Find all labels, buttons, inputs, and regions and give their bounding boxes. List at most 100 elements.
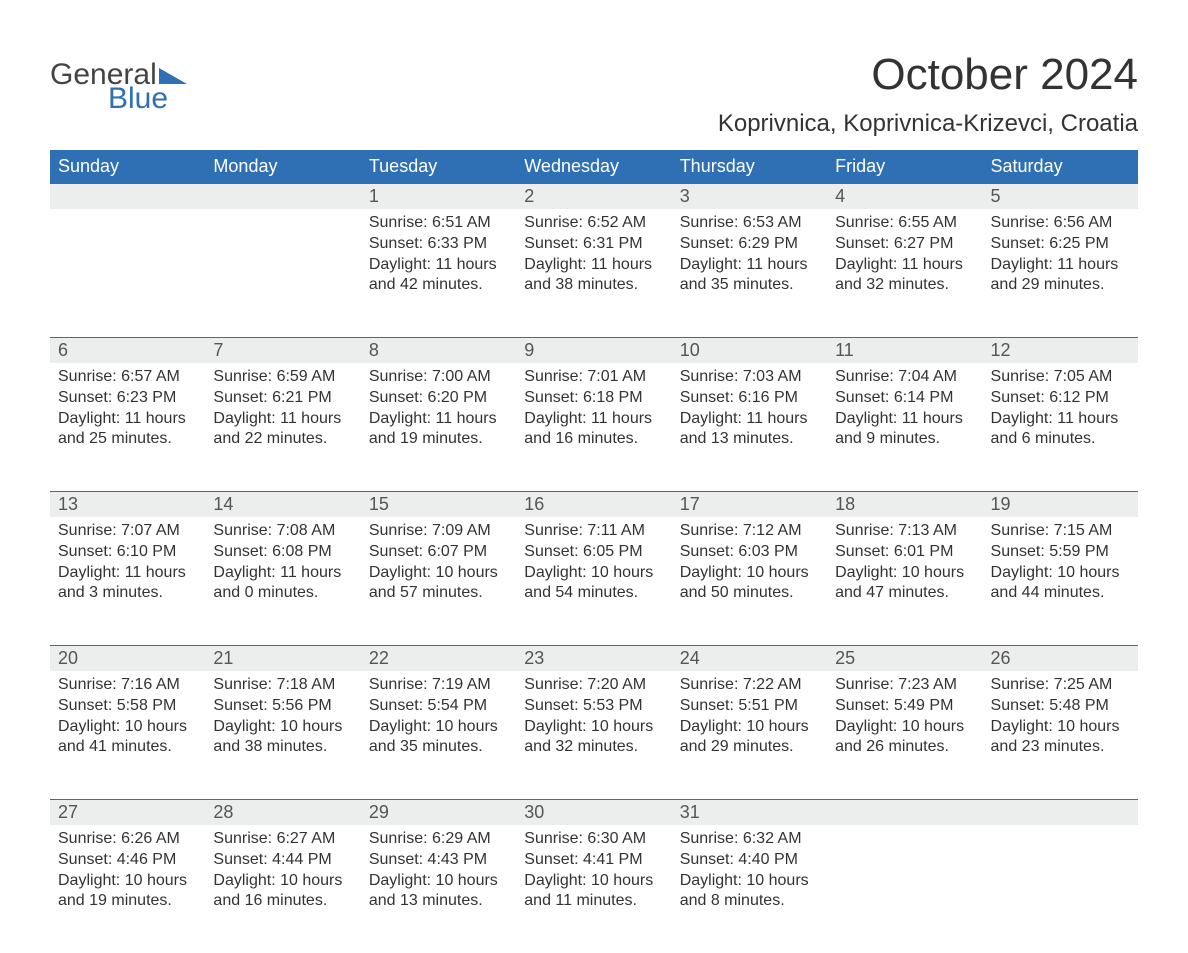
- sunset-line: Sunset: 6:20 PM: [369, 388, 508, 409]
- day-cell: Sunrise: 7:00 AMSunset: 6:20 PMDaylight:…: [361, 363, 516, 491]
- daylight-line-1: Daylight: 10 hours: [369, 717, 508, 738]
- daylight-line-1: Daylight: 10 hours: [369, 563, 508, 584]
- day-number: 31: [672, 799, 827, 825]
- sunrise-line: Sunrise: 7:12 AM: [680, 521, 819, 542]
- sunset-line: Sunset: 4:40 PM: [680, 850, 819, 871]
- day-number: 1: [361, 183, 516, 209]
- day-number: 12: [983, 337, 1138, 363]
- day-text: Sunrise: 6:27 AMSunset: 4:44 PMDaylight:…: [205, 825, 360, 930]
- daylight-line-2: and 0 minutes.: [213, 583, 352, 604]
- day-number: 16: [516, 491, 671, 517]
- sunrise-line: Sunrise: 7:00 AM: [369, 367, 508, 388]
- day-text: Sunrise: 7:00 AMSunset: 6:20 PMDaylight:…: [361, 363, 516, 468]
- calendar-table: SundayMondayTuesdayWednesdayThursdayFrid…: [50, 150, 1138, 953]
- sunset-line: Sunset: 6:10 PM: [58, 542, 197, 563]
- daylight-line-2: and 13 minutes.: [369, 891, 508, 912]
- daylight-line-2: and 35 minutes.: [680, 275, 819, 296]
- day-number: 14: [205, 491, 360, 517]
- day-cell: [205, 209, 360, 337]
- day-number: 18: [827, 491, 982, 517]
- sunrise-line: Sunrise: 6:27 AM: [213, 829, 352, 850]
- day-text: Sunrise: 6:57 AMSunset: 6:23 PMDaylight:…: [50, 363, 205, 468]
- day-cell: Sunrise: 7:19 AMSunset: 5:54 PMDaylight:…: [361, 671, 516, 799]
- sunset-line: Sunset: 6:16 PM: [680, 388, 819, 409]
- day-cell: Sunrise: 6:57 AMSunset: 6:23 PMDaylight:…: [50, 363, 205, 491]
- sunset-line: Sunset: 6:27 PM: [835, 234, 974, 255]
- day-number: 6: [50, 337, 205, 363]
- daylight-line-2: and 26 minutes.: [835, 737, 974, 758]
- day-text: Sunrise: 7:19 AMSunset: 5:54 PMDaylight:…: [361, 671, 516, 776]
- daylight-line-1: Daylight: 11 hours: [835, 409, 974, 430]
- sunrise-line: Sunrise: 7:19 AM: [369, 675, 508, 696]
- sunset-line: Sunset: 5:49 PM: [835, 696, 974, 717]
- day-number: 9: [516, 337, 671, 363]
- sunrise-line: Sunrise: 7:23 AM: [835, 675, 974, 696]
- daylight-line-1: Daylight: 11 hours: [58, 563, 197, 584]
- daylight-line-1: Daylight: 10 hours: [680, 717, 819, 738]
- day-number: 4: [827, 183, 982, 209]
- day-content-row: Sunrise: 6:51 AMSunset: 6:33 PMDaylight:…: [50, 209, 1138, 337]
- day-text: Sunrise: 6:55 AMSunset: 6:27 PMDaylight:…: [827, 209, 982, 314]
- day-text: Sunrise: 7:08 AMSunset: 6:08 PMDaylight:…: [205, 517, 360, 622]
- sunrise-line: Sunrise: 7:13 AM: [835, 521, 974, 542]
- day-cell: Sunrise: 6:55 AMSunset: 6:27 PMDaylight:…: [827, 209, 982, 337]
- day-text: Sunrise: 7:12 AMSunset: 6:03 PMDaylight:…: [672, 517, 827, 622]
- daylight-line-1: Daylight: 10 hours: [835, 563, 974, 584]
- sunset-line: Sunset: 6:18 PM: [524, 388, 663, 409]
- day-cell: Sunrise: 7:03 AMSunset: 6:16 PMDaylight:…: [672, 363, 827, 491]
- sunset-line: Sunset: 6:05 PM: [524, 542, 663, 563]
- day-cell: Sunrise: 6:51 AMSunset: 6:33 PMDaylight:…: [361, 209, 516, 337]
- daylight-line-2: and 38 minutes.: [213, 737, 352, 758]
- day-text: Sunrise: 7:15 AMSunset: 5:59 PMDaylight:…: [983, 517, 1138, 622]
- day-cell: Sunrise: 6:56 AMSunset: 6:25 PMDaylight:…: [983, 209, 1138, 337]
- sunset-line: Sunset: 6:14 PM: [835, 388, 974, 409]
- sunset-line: Sunset: 6:31 PM: [524, 234, 663, 255]
- sunrise-line: Sunrise: 7:05 AM: [991, 367, 1130, 388]
- daylight-line-1: Daylight: 11 hours: [680, 255, 819, 276]
- day-text: Sunrise: 7:22 AMSunset: 5:51 PMDaylight:…: [672, 671, 827, 776]
- sunrise-line: Sunrise: 7:16 AM: [58, 675, 197, 696]
- day-number-row: 12345: [50, 183, 1138, 209]
- sunset-line: Sunset: 6:03 PM: [680, 542, 819, 563]
- day-cell: Sunrise: 7:01 AMSunset: 6:18 PMDaylight:…: [516, 363, 671, 491]
- daylight-line-2: and 19 minutes.: [58, 891, 197, 912]
- sunrise-line: Sunrise: 7:25 AM: [991, 675, 1130, 696]
- day-number: 19: [983, 491, 1138, 517]
- logo-word-blue: Blue: [108, 84, 187, 114]
- daylight-line-2: and 38 minutes.: [524, 275, 663, 296]
- location-subtitle: Koprivnica, Koprivnica-Krizevci, Croatia: [718, 110, 1138, 138]
- sunset-line: Sunset: 5:56 PM: [213, 696, 352, 717]
- daylight-line-2: and 22 minutes.: [213, 429, 352, 450]
- day-text: Sunrise: 6:53 AMSunset: 6:29 PMDaylight:…: [672, 209, 827, 314]
- day-text: Sunrise: 6:52 AMSunset: 6:31 PMDaylight:…: [516, 209, 671, 314]
- daylight-line-1: Daylight: 10 hours: [680, 871, 819, 892]
- day-cell: Sunrise: 7:05 AMSunset: 6:12 PMDaylight:…: [983, 363, 1138, 491]
- sunset-line: Sunset: 6:29 PM: [680, 234, 819, 255]
- sunrise-line: Sunrise: 7:15 AM: [991, 521, 1130, 542]
- sunrise-line: Sunrise: 6:32 AM: [680, 829, 819, 850]
- empty-day-number: [205, 183, 360, 209]
- sunrise-line: Sunrise: 7:22 AM: [680, 675, 819, 696]
- daylight-line-2: and 19 minutes.: [369, 429, 508, 450]
- day-cell: Sunrise: 6:27 AMSunset: 4:44 PMDaylight:…: [205, 825, 360, 953]
- daylight-line-1: Daylight: 11 hours: [58, 409, 197, 430]
- day-cell: Sunrise: 7:09 AMSunset: 6:07 PMDaylight:…: [361, 517, 516, 645]
- daylight-line-1: Daylight: 11 hours: [213, 409, 352, 430]
- day-number: 5: [983, 183, 1138, 209]
- daylight-line-1: Daylight: 11 hours: [991, 409, 1130, 430]
- day-cell: Sunrise: 7:04 AMSunset: 6:14 PMDaylight:…: [827, 363, 982, 491]
- day-content-row: Sunrise: 7:07 AMSunset: 6:10 PMDaylight:…: [50, 517, 1138, 645]
- daylight-line-1: Daylight: 10 hours: [58, 717, 197, 738]
- daylight-line-2: and 32 minutes.: [835, 275, 974, 296]
- daylight-line-1: Daylight: 11 hours: [835, 255, 974, 276]
- sunrise-line: Sunrise: 6:30 AM: [524, 829, 663, 850]
- day-text: Sunrise: 7:11 AMSunset: 6:05 PMDaylight:…: [516, 517, 671, 622]
- daylight-line-2: and 47 minutes.: [835, 583, 974, 604]
- day-number: 22: [361, 645, 516, 671]
- empty-day-number: [50, 183, 205, 209]
- daylight-line-1: Daylight: 10 hours: [835, 717, 974, 738]
- day-text: Sunrise: 7:25 AMSunset: 5:48 PMDaylight:…: [983, 671, 1138, 776]
- day-cell: Sunrise: 7:13 AMSunset: 6:01 PMDaylight:…: [827, 517, 982, 645]
- weekday-header: Thursday: [672, 150, 827, 183]
- daylight-line-2: and 23 minutes.: [991, 737, 1130, 758]
